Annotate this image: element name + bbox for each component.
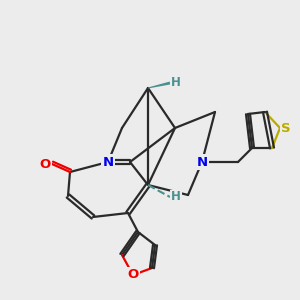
Text: H: H <box>171 76 181 89</box>
Text: O: O <box>128 268 139 281</box>
Polygon shape <box>148 82 170 88</box>
Text: H: H <box>171 190 181 203</box>
Text: N: N <box>196 155 208 169</box>
Text: O: O <box>39 158 51 170</box>
Text: S: S <box>281 122 291 134</box>
Text: N: N <box>102 155 114 169</box>
